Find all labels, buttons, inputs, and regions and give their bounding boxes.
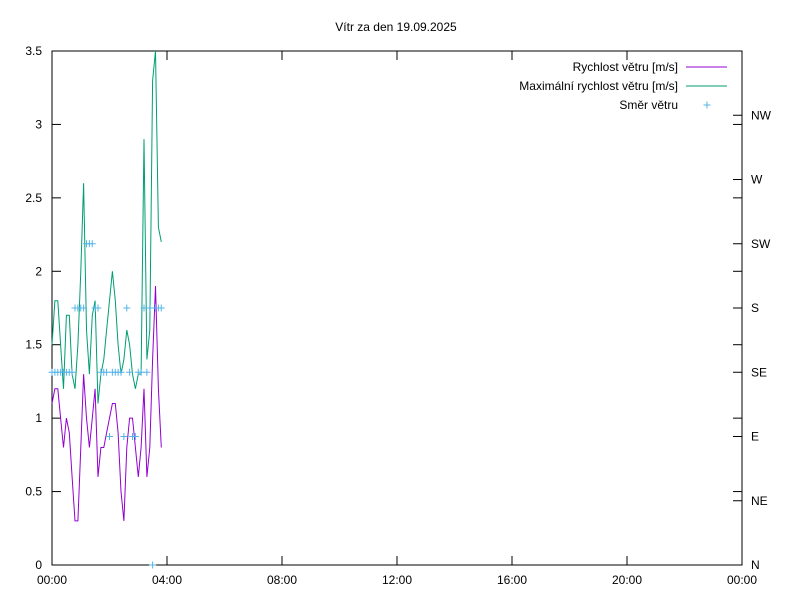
y-tick-label: 0.5 <box>25 485 42 499</box>
y-tick-label: 2.5 <box>25 191 42 205</box>
direction-point <box>120 433 128 440</box>
direction-point <box>157 304 165 312</box>
direction-point <box>94 304 102 312</box>
direction-point <box>126 368 134 376</box>
x-tick-label: 16:00 <box>497 573 527 587</box>
series-layer <box>48 50 165 569</box>
direction-point <box>117 368 125 376</box>
legend: Rychlost větru [m/s] Maximální rychlost v… <box>519 60 727 112</box>
legend-label-2: Maximální rychlost větru [m/s] <box>519 79 678 93</box>
y-tick-label: 2 <box>35 264 42 278</box>
legend-label-3: Směr větru <box>619 98 678 112</box>
direction-point <box>80 304 88 312</box>
y-tick-label: 3.5 <box>25 44 42 58</box>
y2-tick-label: N <box>751 558 760 572</box>
y2-tick-label: SE <box>751 365 767 379</box>
direction-point <box>149 561 157 569</box>
direction-point <box>106 433 113 440</box>
axes: 0 0.5 1 1.5 2 2.5 3 3.5 00:00 04:00 08:00 12:00 16:0… <box>25 44 771 587</box>
direction-point <box>88 240 96 248</box>
x-tick-label: 12:00 <box>382 573 412 587</box>
y2-tick-label: SW <box>751 237 771 251</box>
y2-tick-label: E <box>751 430 759 444</box>
legend-swatch-3 <box>703 101 711 109</box>
x-tick-label: 04:00 <box>152 573 182 587</box>
x-tick-label: 00:00 <box>37 573 67 587</box>
y2-tick-label: W <box>751 173 763 187</box>
x-tick-label: 00:00 <box>727 573 757 587</box>
legend-label-1: Rychlost větru [m/s] <box>573 60 678 74</box>
series-line-2 <box>51 50 162 404</box>
direction-point <box>123 304 131 312</box>
chart-title: Vítr za den 19.09.2025 <box>335 20 457 34</box>
x-tick-label: 08:00 <box>267 573 297 587</box>
direction-point <box>143 368 151 376</box>
series-line-1 <box>51 285 162 522</box>
y2-tick-label: NE <box>751 494 768 508</box>
direction-point <box>68 368 76 376</box>
y2-tick-label: S <box>751 301 759 315</box>
y-tick-label: 0 <box>35 558 42 572</box>
y-tick-label: 1.5 <box>25 338 42 352</box>
y-tick-label: 1 <box>35 411 42 425</box>
x-tick-label: 20:00 <box>612 573 642 587</box>
y2-tick-label: NW <box>751 108 772 122</box>
y-tick-label: 3 <box>35 117 42 131</box>
direction-point <box>131 433 139 440</box>
